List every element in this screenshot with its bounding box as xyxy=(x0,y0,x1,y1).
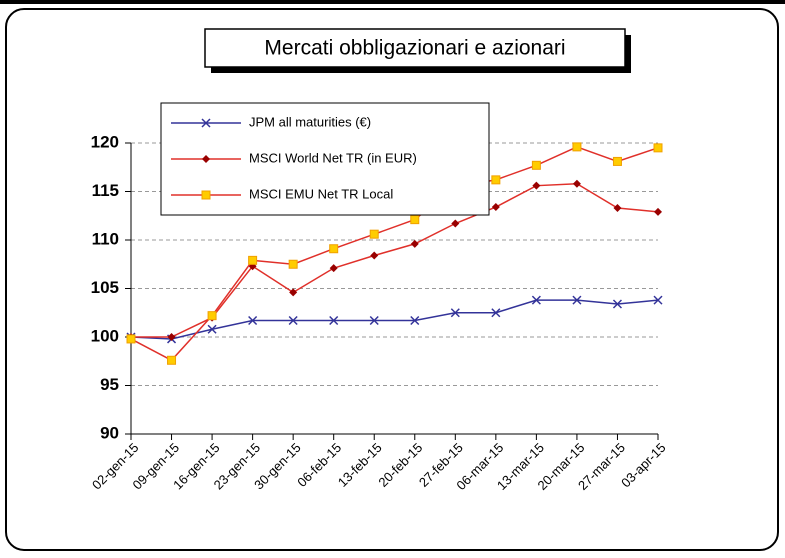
point xyxy=(207,311,217,321)
legend-marker xyxy=(202,155,210,163)
point xyxy=(167,333,176,341)
y-tick-label: 100 xyxy=(91,326,119,345)
chart-title: Mercati obbligazionari e azionari xyxy=(264,37,565,60)
point xyxy=(572,142,582,152)
point xyxy=(450,308,460,318)
point xyxy=(289,288,298,297)
point xyxy=(207,324,217,334)
point xyxy=(613,203,622,212)
point xyxy=(572,179,581,188)
point xyxy=(532,181,541,190)
legend-marker xyxy=(201,118,211,128)
point xyxy=(491,175,501,185)
point xyxy=(491,308,501,318)
point xyxy=(612,156,622,166)
y-tick-label: 115 xyxy=(92,181,119,200)
point xyxy=(167,355,177,365)
point xyxy=(653,295,663,305)
y-tick-label: 95 xyxy=(100,375,119,394)
series-line xyxy=(130,146,659,362)
point xyxy=(288,315,298,326)
point xyxy=(653,143,663,153)
point xyxy=(572,295,582,305)
point xyxy=(451,219,460,228)
point xyxy=(288,259,298,269)
series-line xyxy=(130,299,659,340)
series-line xyxy=(131,182,659,338)
legend-label: MSCI EMU Net TR Local xyxy=(249,186,393,201)
point xyxy=(654,207,662,216)
point xyxy=(369,229,379,239)
point xyxy=(612,299,622,309)
point xyxy=(370,251,379,260)
y-tick-label: 120 xyxy=(91,132,119,151)
point xyxy=(248,255,258,265)
point xyxy=(410,315,420,326)
y-tick-label: 110 xyxy=(92,229,119,248)
point xyxy=(329,264,338,273)
point xyxy=(410,239,419,248)
point xyxy=(410,215,420,225)
title-box xyxy=(204,28,626,68)
point xyxy=(369,315,379,326)
point xyxy=(491,203,500,212)
y-tick-label: 105 xyxy=(91,278,119,297)
point xyxy=(531,295,541,305)
point xyxy=(126,334,136,344)
top-bar xyxy=(0,0,785,4)
point xyxy=(531,160,541,170)
legend-label: JPM all maturities (€) xyxy=(249,114,371,129)
point xyxy=(329,315,339,326)
legend-marker xyxy=(201,190,211,200)
point xyxy=(248,315,258,326)
legend-label: MSCI World Net TR (in EUR) xyxy=(249,150,417,165)
y-tick-label: 90 xyxy=(100,423,119,442)
point xyxy=(329,244,339,254)
